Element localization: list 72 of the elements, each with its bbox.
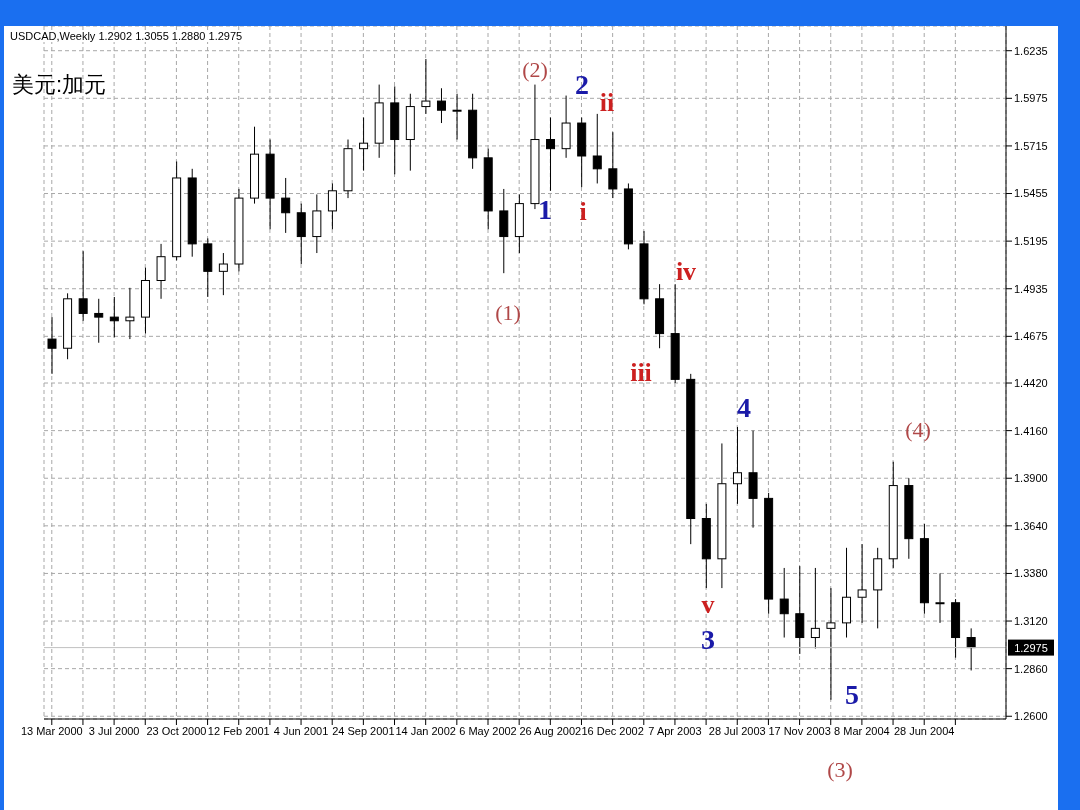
- annotation: iii: [630, 358, 652, 387]
- candlestick: [732, 426, 742, 505]
- candlestick: [857, 543, 867, 624]
- candlestick: [218, 252, 228, 296]
- x-tick-label: 16 Dec 2002: [581, 724, 644, 737]
- annotation: 1: [538, 194, 552, 225]
- candlestick: [327, 182, 337, 230]
- y-tick-label: 1.3120: [1014, 614, 1048, 627]
- x-tick-label: 6 May 2002: [459, 724, 517, 737]
- y-tick-label: 1.3640: [1014, 519, 1048, 532]
- y-tick-label: 1.4160: [1014, 424, 1048, 437]
- y-tick-label: 1.4420: [1014, 376, 1048, 389]
- y-tick-label: 1.5195: [1014, 235, 1048, 248]
- candlestick: [281, 177, 291, 234]
- x-tick-label: 26 Aug 2002: [519, 724, 582, 737]
- annotation: 2: [575, 69, 589, 100]
- y-tick-label: 1.5455: [1014, 187, 1048, 200]
- annotation: 3: [701, 624, 715, 655]
- y-tick-label: 1.6235: [1014, 44, 1048, 57]
- annotation: i: [579, 197, 587, 226]
- candlestick: [125, 287, 135, 340]
- candlestick: [795, 565, 805, 655]
- candlestick: [546, 117, 556, 192]
- candlestick: [592, 113, 602, 184]
- x-tick-label: 24 Sep 2001: [332, 724, 395, 737]
- annotation: (2): [522, 57, 548, 82]
- annotation: 4: [737, 392, 751, 423]
- annotation: 5: [845, 679, 859, 710]
- candlestick: [608, 131, 618, 199]
- annotation: (4): [905, 417, 931, 442]
- candlestick: [779, 567, 789, 639]
- candlestick: [436, 87, 446, 124]
- chart-title: USDCAD,Weekly 1.2902 1.3055 1.2880 1.2975: [10, 30, 243, 42]
- y-tick-label: 1.2600: [1014, 710, 1048, 723]
- x-tick-label: 13 Mar 2000: [20, 724, 83, 737]
- annotation: iv: [675, 257, 697, 286]
- x-tick-label: 28 Jul 2003: [708, 724, 766, 737]
- candlestick: [966, 627, 976, 671]
- candlestick: [935, 572, 945, 624]
- candlestick: [421, 58, 431, 115]
- x-tick-label: 4 Jun 2001: [273, 724, 329, 737]
- candlestick: [47, 316, 57, 375]
- ref-line-label: 1.2975: [1014, 641, 1048, 654]
- annotation: v: [701, 590, 715, 619]
- x-tick-label: 28 Jun 2004: [893, 724, 955, 737]
- y-tick-label: 1.3380: [1014, 567, 1048, 580]
- x-tick-label: 23 Oct 2000: [146, 724, 207, 737]
- candlestick: [296, 203, 306, 265]
- x-tick-label: 8 Mar 2004: [834, 724, 890, 737]
- x-tick-label: 12 Feb 2001: [207, 724, 270, 737]
- candlestick: [94, 298, 104, 344]
- annotation: ii: [599, 88, 615, 117]
- candlestick: [452, 93, 462, 141]
- candlestick: [109, 296, 119, 338]
- candlestick: [826, 587, 836, 701]
- y-tick-label: 1.4935: [1014, 282, 1048, 295]
- x-tick-label: 17 Nov 2003: [768, 724, 831, 737]
- text: (3): [827, 757, 853, 782]
- y-tick-label: 1.5715: [1014, 139, 1048, 152]
- candlestick: [156, 243, 166, 300]
- y-tick-label: 1.2860: [1014, 662, 1048, 675]
- annotation: (1): [495, 300, 521, 325]
- candlestick: [78, 250, 88, 322]
- x-tick-label: 3 Jul 2000: [88, 724, 140, 737]
- y-tick-label: 1.5975: [1014, 92, 1048, 105]
- x-tick-label: 7 Apr 2003: [648, 724, 702, 737]
- candlestick: [810, 567, 820, 650]
- y-tick-label: 1.4675: [1014, 330, 1048, 343]
- x-tick-label: 14 Jan 2002: [395, 724, 456, 737]
- text: 美元:加元: [12, 71, 107, 99]
- y-tick-label: 1.3900: [1014, 472, 1048, 485]
- candlestick: [359, 117, 369, 172]
